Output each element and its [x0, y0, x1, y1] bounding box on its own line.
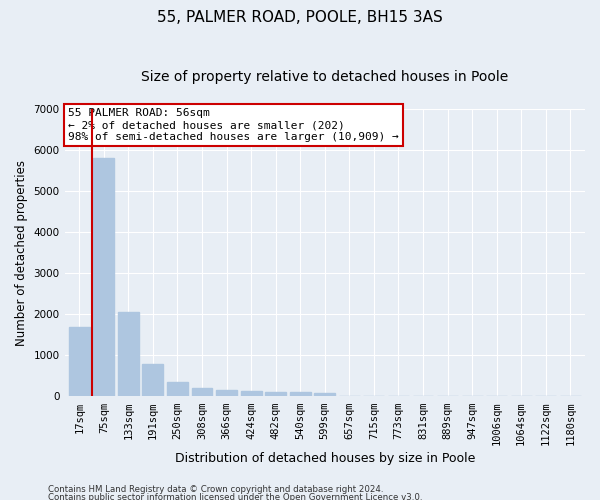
Title: Size of property relative to detached houses in Poole: Size of property relative to detached ho…	[141, 70, 508, 84]
Bar	[191, 388, 212, 396]
Y-axis label: Number of detached properties: Number of detached properties	[15, 160, 28, 346]
Text: 55 PALMER ROAD: 56sqm
← 2% of detached houses are smaller (202)
98% of semi-deta: 55 PALMER ROAD: 56sqm ← 2% of detached h…	[68, 108, 399, 142]
Text: 55, PALMER ROAD, POOLE, BH15 3AS: 55, PALMER ROAD, POOLE, BH15 3AS	[157, 10, 443, 25]
X-axis label: Distribution of detached houses by size in Poole: Distribution of detached houses by size …	[175, 452, 475, 465]
Bar	[94, 158, 114, 396]
Bar	[118, 312, 139, 396]
Bar	[314, 392, 335, 396]
Bar	[265, 392, 286, 396]
Text: Contains HM Land Registry data © Crown copyright and database right 2024.: Contains HM Land Registry data © Crown c…	[48, 486, 383, 494]
Bar	[167, 382, 188, 396]
Bar	[69, 326, 90, 396]
Text: Contains public sector information licensed under the Open Government Licence v3: Contains public sector information licen…	[48, 493, 422, 500]
Bar	[142, 364, 163, 396]
Bar	[216, 390, 237, 396]
Bar	[290, 392, 311, 396]
Bar	[241, 391, 262, 396]
